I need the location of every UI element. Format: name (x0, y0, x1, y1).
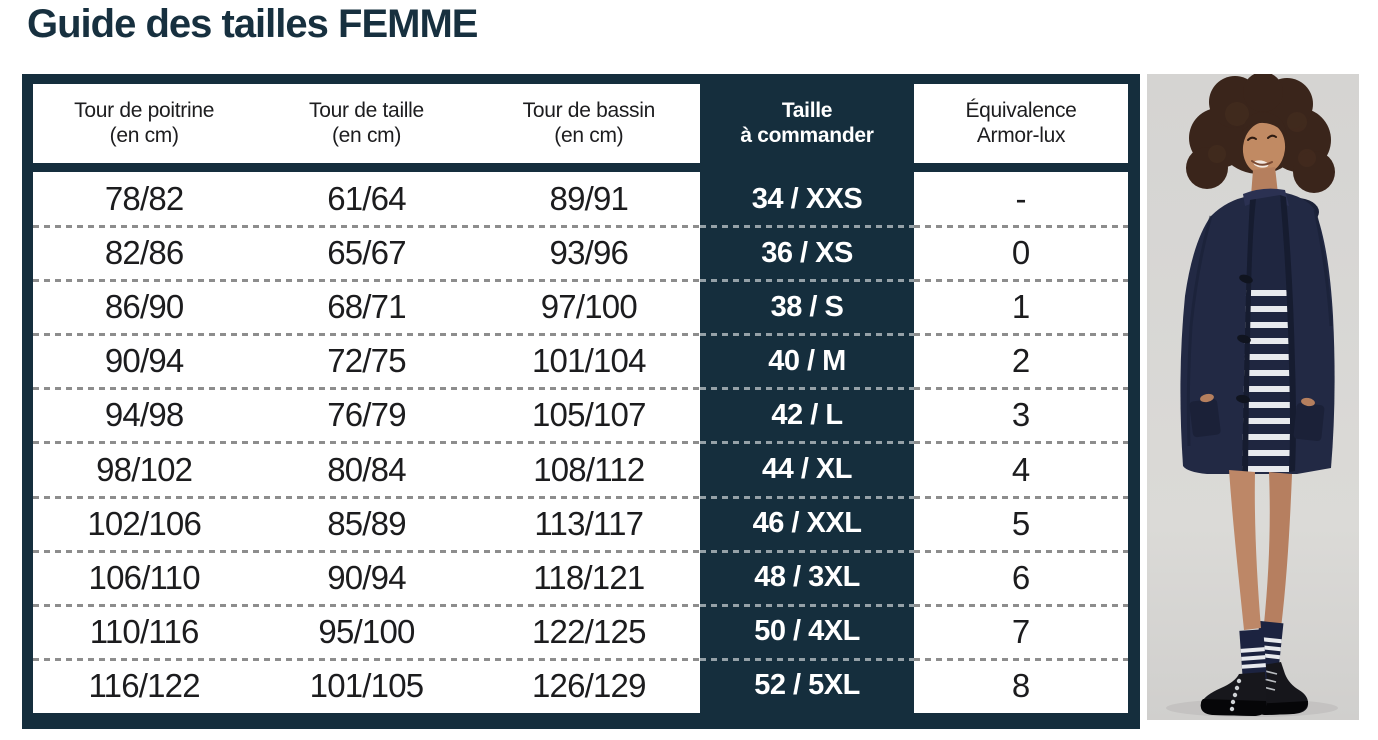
cell-equivalence: 5 (914, 495, 1128, 551)
header-poitrine-line2: (en cm) (109, 123, 179, 147)
cell-taille: 72/75 (327, 342, 406, 380)
header-poitrine: Tour de poitrine (en cm) (33, 84, 255, 163)
cell-taille: 61/64 (327, 180, 406, 218)
header-commander-line1: Taille (781, 98, 833, 122)
cell-bassin: 89/91 (549, 180, 629, 218)
cell-poitrine: 94/98 (104, 396, 184, 434)
cell-taille: 76/79 (327, 396, 406, 434)
table-body-measurements: 78/82 61/64 89/91 82/86 65/67 93/96 86/9… (33, 172, 700, 713)
header-equivalence-line2: Armor-lux (976, 123, 1066, 147)
cell-poitrine: 102/106 (87, 504, 201, 542)
cell-poitrine: 82/86 (104, 234, 184, 272)
cell-equivalence: 8 (914, 657, 1128, 713)
cell-bassin: 101/104 (531, 342, 646, 380)
cell-poitrine: 90/94 (104, 342, 184, 380)
table-body-equivalence: - 0 1 2 3 4 5 6 7 8 (914, 172, 1128, 713)
cell-bassin: 122/125 (531, 612, 646, 650)
hair-highlights (1208, 102, 1316, 167)
size-guide-table: Tour de poitrine (en cm) Tour de taille … (22, 74, 1140, 729)
cell-equivalence: 2 (914, 333, 1128, 388)
cell-equivalence: 6 (914, 549, 1128, 605)
cell-size: 36 / XS (700, 225, 914, 280)
cell-taille: 80/84 (327, 450, 406, 488)
cell-size: 34 / XXS (751, 182, 863, 215)
table-row: 90/94 72/75 101/104 (33, 333, 700, 388)
cell-bassin: 118/121 (533, 558, 645, 596)
table-row: 110/116 95/100 122/125 (33, 603, 700, 659)
header-equivalence: Équivalence Armor-lux (914, 84, 1128, 163)
cell-bassin: 108/112 (533, 450, 645, 488)
cell-poitrine: 106/110 (88, 558, 201, 596)
cell-size: 44 / XL (700, 441, 914, 496)
header-equivalence-line1: Équivalence (965, 98, 1077, 122)
header-poitrine-line1: Tour de poitrine (74, 98, 215, 122)
cell-equivalence: 4 (914, 441, 1128, 496)
header-bassin-line1: Tour de bassin (522, 98, 656, 122)
model-coat (1180, 188, 1335, 474)
cell-size: 48 / 3XL (700, 549, 914, 605)
front-sock (1239, 629, 1267, 681)
cell-size: 52 / 5XL (700, 657, 914, 713)
header-taille-line2: (en cm) (331, 123, 402, 147)
cell-taille: 95/100 (318, 612, 415, 650)
cell-taille: 90/94 (327, 558, 406, 596)
table-row: 82/86 65/67 93/96 (33, 225, 700, 280)
cell-bassin: 105/107 (531, 396, 646, 434)
header-taille-line1: Tour de taille (309, 98, 424, 122)
model-photo-illustration (1147, 74, 1359, 720)
cell-size: 40 / M (700, 333, 914, 388)
cell-poitrine: 86/90 (104, 288, 184, 326)
table-row: 106/110 90/94 118/121 (33, 549, 700, 605)
cell-bassin: 93/96 (549, 234, 629, 272)
cell-poitrine: 110/116 (89, 612, 200, 650)
table-row: 116/122 101/105 126/129 (33, 657, 700, 713)
cell-bassin: 97/100 (540, 288, 638, 326)
model-face (1242, 112, 1287, 196)
table-row: 94/98 76/79 105/107 (33, 387, 700, 442)
cell-equivalence: 1 (914, 279, 1128, 334)
cell-size: 50 / 4XL (700, 603, 914, 659)
model-photo (1147, 74, 1359, 720)
model-legs (1200, 470, 1309, 716)
header-taille: Tour de taille (en cm) (255, 84, 477, 163)
cell-taille: 101/105 (309, 666, 424, 704)
cell-size: 42 / L (700, 387, 914, 442)
cell-bassin: 126/129 (531, 666, 646, 704)
cell-equivalence: 3 (914, 387, 1128, 442)
header-taille-a-commander: Taille à commander (700, 84, 914, 163)
cell-bassin: 113/117 (534, 504, 644, 542)
header-bassin-line2: (en cm) (554, 123, 624, 147)
cell-taille: 68/71 (327, 288, 406, 326)
cell-poitrine: 116/122 (88, 666, 201, 704)
cell-equivalence: 7 (914, 603, 1128, 659)
cell-poitrine: 78/82 (104, 180, 184, 218)
table-row: 86/90 68/71 97/100 (33, 279, 700, 334)
page-title: Guide des tailles FEMME (27, 2, 478, 46)
table-header-measurements: Tour de poitrine (en cm) Tour de taille … (33, 84, 700, 163)
table-row: 78/82 61/64 89/91 (33, 172, 700, 226)
header-commander-line2: à commander (740, 123, 874, 147)
table-body-size-to-order: 34 / XXS 36 / XS 38 / S 40 / M 42 / L 44… (700, 172, 914, 713)
cell-taille: 65/67 (327, 234, 406, 272)
header-bassin: Tour de bassin (en cm) (478, 84, 700, 163)
table-row: 98/102 80/84 108/112 (33, 441, 700, 496)
cell-size: 46 / XXL (700, 495, 914, 551)
cell-equivalence: 0 (914, 225, 1128, 280)
cell-taille: 85/89 (327, 504, 406, 542)
table-row: 102/106 85/89 113/117 (33, 495, 700, 551)
cell-size: 38 / S (700, 279, 914, 334)
cell-poitrine: 98/102 (96, 450, 193, 488)
cell-equivalence: - (1015, 180, 1027, 218)
